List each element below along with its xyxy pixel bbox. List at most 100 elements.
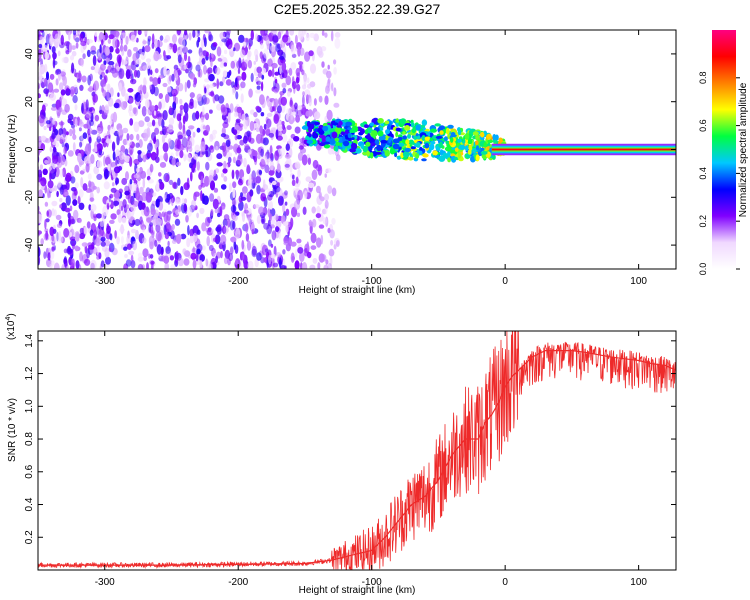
noise-blob	[32, 206, 38, 212]
noise-blob	[89, 73, 93, 82]
noise-blob	[259, 43, 264, 50]
noise-blob	[233, 240, 237, 250]
noise-blob	[219, 32, 225, 40]
noise-blob	[58, 235, 63, 244]
noise-blob	[309, 32, 316, 39]
noise-blob	[247, 260, 254, 269]
noise-blob	[274, 213, 279, 221]
noise-blob	[52, 118, 56, 125]
noise-blob	[128, 104, 133, 111]
noise-blob	[196, 127, 201, 133]
noise-blob	[82, 183, 88, 191]
noise-blob	[269, 201, 274, 210]
signal-blob	[450, 137, 454, 143]
noise-blob	[172, 107, 176, 119]
noise-blob	[256, 85, 261, 90]
noise-blob	[174, 218, 181, 226]
noise-blob	[226, 38, 233, 50]
noise-blob	[224, 49, 228, 55]
noise-blob	[104, 104, 109, 111]
noise-blob	[205, 258, 209, 267]
noise-blob	[98, 252, 102, 260]
noise-blob	[88, 85, 93, 93]
noise-blob	[136, 133, 140, 141]
noise-blob	[144, 116, 150, 123]
noise-blob	[75, 260, 80, 269]
noise-blob	[30, 120, 34, 131]
noise-blob	[189, 73, 196, 80]
signal-blob	[429, 137, 433, 142]
noise-blob	[298, 61, 304, 66]
noise-blob	[283, 265, 287, 269]
signal-blob	[349, 148, 356, 153]
snr-trend-line	[38, 350, 676, 566]
signal-blob	[365, 141, 371, 147]
noise-blob	[199, 260, 203, 269]
noise-blob	[88, 204, 92, 211]
noise-blob	[111, 68, 119, 78]
signal-blob	[434, 123, 441, 127]
colorbar-label: Normalized spectral amplitude	[738, 82, 749, 217]
noise-blob	[156, 180, 160, 192]
signal-blob	[465, 153, 471, 159]
noise-blob	[177, 134, 184, 140]
noise-blob	[156, 147, 159, 157]
noise-blob	[120, 32, 127, 40]
noise-blob	[196, 40, 200, 48]
noise-blob	[270, 44, 276, 53]
noise-blob	[72, 142, 76, 152]
noise-blob	[130, 228, 137, 234]
noise-blob	[74, 164, 80, 174]
noise-blob	[64, 41, 70, 47]
noise-blob	[270, 30, 277, 37]
noise-blob	[31, 123, 34, 127]
noise-blob	[243, 209, 249, 214]
signal-blob	[457, 128, 462, 136]
noise-blob	[44, 51, 50, 60]
noise-blob	[222, 76, 226, 83]
noise-blob	[190, 171, 193, 182]
noise-blob	[260, 148, 264, 157]
noise-blob	[152, 192, 157, 197]
noise-blob	[315, 185, 321, 194]
noise-blob	[65, 181, 70, 191]
noise-blob	[246, 130, 251, 137]
noise-blob	[195, 64, 201, 72]
noise-blob	[38, 230, 42, 235]
noise-blob	[94, 31, 98, 37]
noise-blob	[276, 105, 282, 114]
signal-blob	[370, 142, 376, 147]
noise-blob	[330, 239, 334, 246]
noise-blob	[294, 161, 301, 169]
noise-blob	[220, 55, 224, 60]
snr-frame	[37, 330, 677, 571]
noise-blob	[154, 127, 160, 135]
snr-ytick-label: 1.4	[24, 333, 35, 347]
noise-blob	[177, 257, 184, 267]
noise-blob	[99, 105, 102, 115]
noise-blob	[71, 45, 76, 50]
noise-blob	[138, 120, 145, 128]
noise-blob	[171, 239, 177, 244]
noise-blob	[137, 256, 144, 262]
noise-blob	[108, 247, 112, 252]
noise-blob	[201, 193, 205, 205]
noise-blob	[234, 134, 238, 141]
noise-blob	[187, 49, 193, 54]
noise-blob	[117, 213, 122, 223]
noise-blob	[280, 96, 287, 106]
noise-blob	[87, 39, 93, 44]
noise-blob	[49, 146, 53, 153]
noise-blob	[151, 42, 155, 49]
signal-blob	[457, 138, 462, 143]
noise-blob	[113, 166, 121, 174]
noise-blob	[255, 127, 260, 133]
noise-blob	[274, 82, 280, 93]
noise-blob	[305, 33, 310, 42]
noise-blob	[235, 234, 241, 239]
signal-blob	[415, 133, 419, 137]
signal-blob	[430, 140, 436, 145]
noise-blob	[201, 94, 207, 105]
